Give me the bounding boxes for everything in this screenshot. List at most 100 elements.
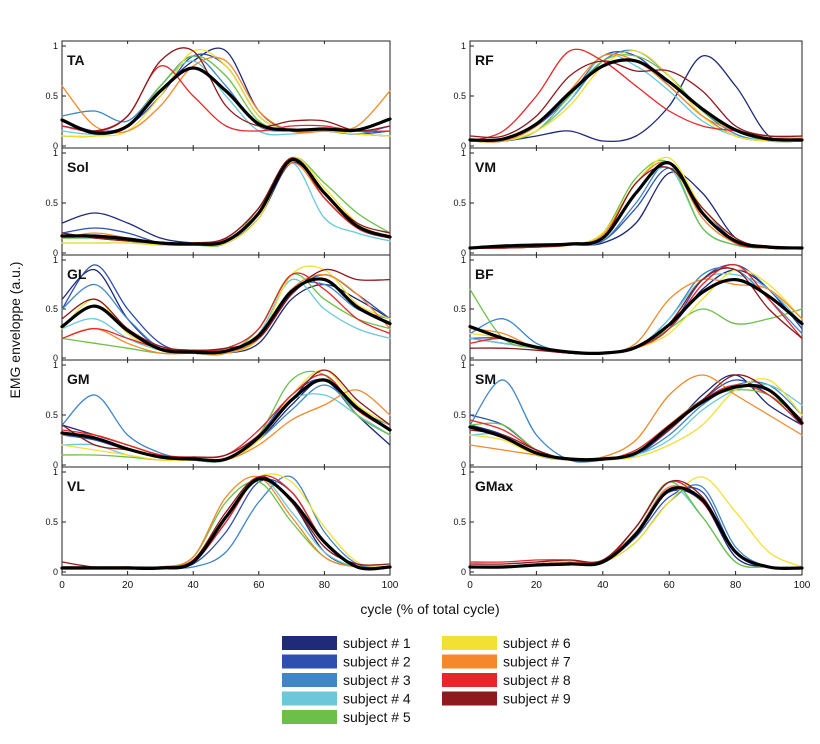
mean-line (468, 486, 804, 571)
y-tick-label: 0.5 (453, 517, 466, 527)
panel-title: VL (67, 478, 85, 494)
legend-label: subject # 8 (503, 672, 571, 688)
y-tick-label: 1 (53, 360, 58, 370)
x-tick-label: 60 (664, 580, 676, 591)
mean-line (60, 158, 392, 246)
y-tick-label: 0 (53, 460, 58, 470)
legend-label: subject # 4 (343, 691, 411, 707)
mean-line (468, 58, 804, 143)
panel-title: VM (475, 159, 496, 175)
y-tick-label: 1 (461, 148, 466, 158)
x-tick-label: 20 (122, 580, 134, 591)
y-tick-label: 0 (461, 141, 466, 151)
y-tick-label: 0.5 (453, 91, 466, 101)
legend-swatch (282, 691, 337, 706)
panel-gl: 0 0.5 1 GL (45, 254, 392, 363)
legend-item-subject-3: subject # 3 (282, 672, 411, 688)
x-tick-label: 100 (794, 580, 811, 591)
panel-title: GM (67, 371, 90, 387)
legend-item-subject-5: subject # 5 (282, 709, 411, 725)
x-tick-label: 0 (467, 580, 473, 591)
series-line-subject-7 (469, 374, 803, 461)
series-group (468, 476, 804, 571)
y-tick-label: 0 (53, 353, 58, 363)
mean-line (60, 477, 392, 571)
panel-ta: 0 0.5 1 TA (45, 40, 392, 151)
x-tick-label: 40 (188, 580, 200, 591)
legend-swatch (442, 654, 497, 669)
y-tick-label: 0 (461, 353, 466, 363)
series-line-subject-9 (469, 166, 803, 250)
series-group (468, 48, 804, 143)
y-tick-label: 0.5 (45, 517, 58, 527)
x-tick-label: 60 (253, 580, 265, 591)
legend-swatch (442, 691, 497, 706)
legend-swatch (282, 673, 337, 687)
panel-title: GMax (475, 478, 513, 494)
panel-bf: 0 0.5 1 BF (453, 254, 804, 363)
series-line-subject-6 (61, 156, 391, 247)
panel-title: BF (475, 266, 494, 282)
series-group (468, 156, 804, 250)
legend-item-subject-8: subject # 8 (442, 672, 571, 688)
legend-label: subject # 9 (503, 691, 571, 707)
y-tick-label: 1 (461, 41, 466, 51)
legend-label: subject # 6 (503, 635, 571, 651)
y-tick-label: 1 (461, 467, 466, 477)
mean-line (468, 383, 804, 462)
panel-title: RF (475, 52, 494, 68)
series-group (60, 47, 392, 138)
mean-line (60, 378, 392, 463)
y-tick-label: 0.5 (453, 198, 466, 208)
chart-panels: 0 0.5 1 TA 0 0.5 1 RF 0 0.5 1 Sol 0 0.5 1 VM 0 0.5 1 GL 0 0.5… (45, 40, 811, 591)
panel-gm: 0 0.5 1 GM (45, 359, 392, 470)
y-tick-label: 1 (53, 255, 58, 265)
legend-label: subject # 5 (343, 709, 411, 725)
x-axis-label: cycle (% of total cycle) (360, 601, 499, 617)
legend-label: subject # 2 (343, 654, 411, 670)
x-tick-label: 40 (597, 580, 609, 591)
legend-swatch (442, 673, 497, 687)
legend-swatch (282, 636, 337, 650)
x-tick-label: 100 (382, 580, 399, 591)
y-tick-label: 0 (53, 567, 58, 577)
series-line-subject-9 (61, 369, 391, 459)
series-line-subject-6 (469, 50, 803, 143)
legend-item-subject-2: subject # 2 (282, 654, 411, 670)
y-tick-label: 0 (53, 248, 58, 258)
y-tick-label: 0.5 (45, 410, 58, 420)
y-tick-label: 1 (53, 467, 58, 477)
y-tick-label: 0.5 (453, 410, 466, 420)
legend-swatch (282, 654, 337, 669)
legend-swatch (442, 636, 497, 650)
y-tick-label: 0 (461, 460, 466, 470)
x-tick-label: 20 (531, 580, 543, 591)
series-group (60, 369, 392, 463)
y-tick-label: 1 (461, 360, 466, 370)
x-tick-label: 80 (730, 580, 742, 591)
y-tick-label: 1 (53, 148, 58, 158)
legend-item-subject-7: subject # 7 (442, 654, 571, 670)
legend-item-subject-9: subject # 9 (442, 691, 571, 707)
panel-rf: 0 0.5 1 RF (453, 40, 804, 151)
panel-gmax: 0 0.5 1 0 20 40 60 80 100 GMax (453, 466, 811, 591)
panel-title: Sol (67, 159, 89, 175)
series-group (60, 156, 392, 247)
series-line-subject-6 (61, 49, 391, 138)
y-tick-label: 0.5 (45, 304, 58, 314)
x-tick-label: 80 (319, 580, 331, 591)
mean-line (60, 66, 392, 135)
y-tick-label: 0.5 (45, 91, 58, 101)
y-axis-label: EMG enveloppe (a.u.) (7, 262, 23, 399)
y-tick-label: 0 (53, 141, 58, 151)
panel-frame (61, 254, 391, 362)
panel-title: GL (67, 266, 87, 282)
y-tick-label: 0.5 (45, 198, 58, 208)
series-line-subject-9 (61, 47, 391, 132)
legend-item-subject-6: subject # 6 (442, 635, 571, 651)
series-line-subject-6 (469, 378, 803, 462)
panel-vm: 0 0.5 1 VM (453, 147, 804, 258)
legend: subject # 1 subject # 2 subject # 3 subject… (282, 635, 571, 725)
series-line-subject-9 (61, 268, 391, 351)
